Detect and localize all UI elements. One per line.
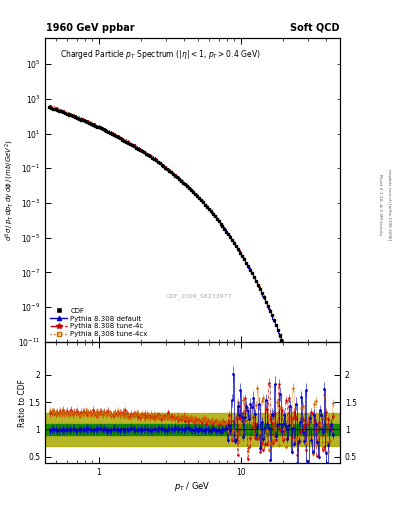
Y-axis label: Ratio to CDF: Ratio to CDF xyxy=(18,379,27,426)
Text: Soft QCD: Soft QCD xyxy=(290,23,339,33)
Text: Charged Particle $p_T$ Spectrum ($|\eta|<1,\,p_T>0.4$ GeV): Charged Particle $p_T$ Spectrum ($|\eta|… xyxy=(60,48,261,60)
Text: Rivet 3.1.10, ≥ 3.2M events: Rivet 3.1.10, ≥ 3.2M events xyxy=(378,174,382,236)
Bar xyxy=(45,413,340,446)
Text: CDF_2009_S8233977: CDF_2009_S8233977 xyxy=(165,293,232,299)
X-axis label: $p_T$ / GeV: $p_T$ / GeV xyxy=(174,480,211,493)
Legend: CDF, Pythia 8.308 default, Pythia 8.308 tune-4c, Pythia 8.308 tune-4cx: CDF, Pythia 8.308 default, Pythia 8.308 … xyxy=(47,305,151,340)
Text: mcplots.cern.ch [arXiv:1306.3436]: mcplots.cern.ch [arXiv:1306.3436] xyxy=(387,169,391,240)
Y-axis label: $d^3\sigma\,/\,p_T\,dp_T\,dy\,d\phi\,/\,(mb/GeV^2)$: $d^3\sigma\,/\,p_T\,dp_T\,dy\,d\phi\,/\,… xyxy=(4,139,17,241)
Bar xyxy=(45,424,340,435)
Text: 1960 GeV ppbar: 1960 GeV ppbar xyxy=(46,23,135,33)
